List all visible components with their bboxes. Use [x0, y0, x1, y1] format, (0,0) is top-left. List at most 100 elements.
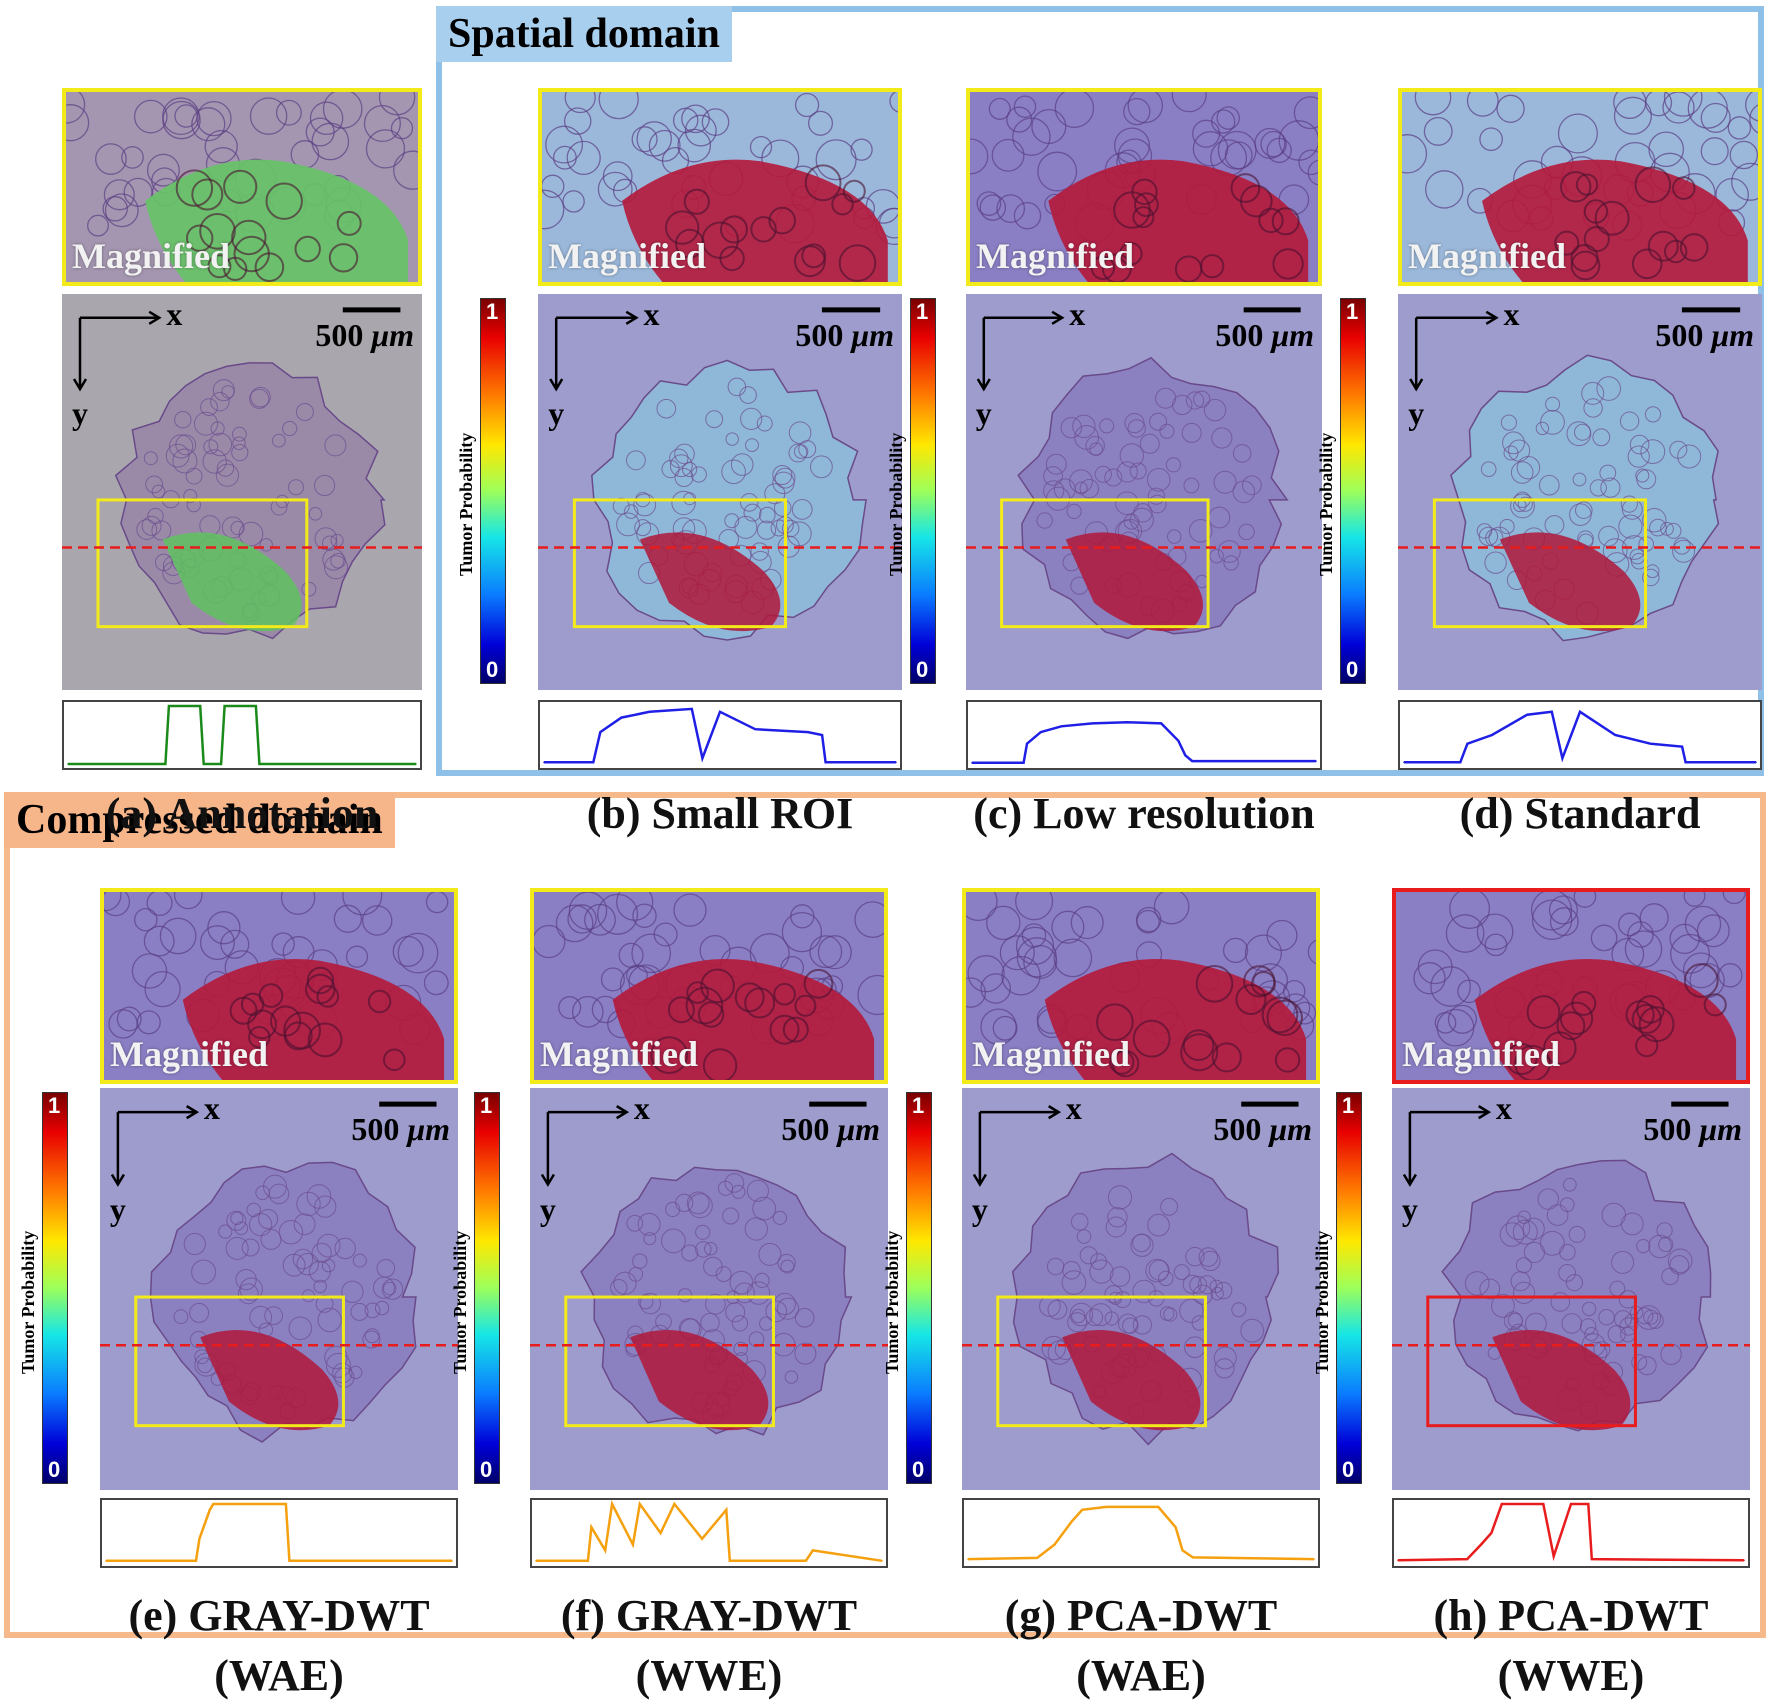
- panel-caption: (c) Low resolution: [973, 789, 1315, 838]
- profile-point: [1192, 1556, 1194, 1559]
- profile-point: [451, 1560, 453, 1562]
- magnified-label: Magnified: [72, 236, 230, 276]
- panel-caption: (b) Small ROI: [586, 789, 854, 838]
- profile-point: [1681, 745, 1683, 748]
- profile-point: [1036, 1557, 1038, 1559]
- profile-point: [639, 1503, 641, 1505]
- profile-point: [1552, 1555, 1555, 1557]
- profile-point: [821, 734, 823, 736]
- profile-point: [620, 716, 623, 719]
- profile-plot: [962, 1498, 1320, 1568]
- magnified-label: Magnified: [1402, 1034, 1560, 1074]
- y-axis-label: y: [72, 394, 88, 431]
- compressed-domain-group: Compressed domain: [4, 792, 1766, 1638]
- y-axis-arrow: [110, 1112, 125, 1187]
- tissue-map-image: [538, 294, 902, 690]
- x-axis-label: x: [1495, 1090, 1512, 1127]
- spatial-domain-title: Spatial domain: [436, 6, 732, 62]
- magnified-view: Magnified: [530, 888, 888, 1084]
- profile-point: [105, 1560, 107, 1562]
- profile-point: [288, 1560, 291, 1562]
- scale-label: 500 μm: [315, 318, 414, 352]
- panel-h: Magnified x y 500 μm (h) PCA-DWT (WWE): [1392, 888, 1750, 1700]
- magnified-tumor-region: [182, 958, 445, 1080]
- colorbar-min-label: 0: [486, 657, 499, 682]
- panel-caption-line2: (WAE): [1076, 1651, 1206, 1700]
- x-axis-label: x: [643, 295, 660, 332]
- magnified-view: Magnified: [62, 88, 422, 286]
- profile-point: [1397, 1559, 1399, 1562]
- scale-unit: μm: [407, 1111, 450, 1148]
- profile-point: [812, 1549, 814, 1552]
- profile-series-line: [536, 1500, 883, 1563]
- scale-label: 500 μm: [781, 1112, 880, 1146]
- panel-caption: (g) PCA-DWT: [1004, 1591, 1278, 1640]
- profile-point: [1501, 1503, 1503, 1505]
- profile-plot: [966, 700, 1322, 770]
- profile-point: [807, 731, 809, 733]
- profile-point: [1480, 1543, 1482, 1546]
- x-axis-arrow: [983, 310, 1065, 325]
- roi-box: [1426, 1295, 1637, 1428]
- tissue-map-image: [966, 294, 1322, 690]
- profile-point: [209, 1509, 211, 1511]
- tissue-map: x y 500 μm: [966, 294, 1322, 690]
- panel-caption: (a) Annotation: [105, 789, 379, 838]
- panel-c: Magnified x y 500 μm (c) Low resolution: [966, 88, 1322, 838]
- colorbar-max-label: 1: [1346, 299, 1359, 324]
- profile-point: [1649, 742, 1652, 745]
- magnified-image: [104, 892, 454, 1080]
- x-axis-label: x: [203, 1090, 220, 1127]
- profile-point: [1181, 1549, 1184, 1552]
- colorbar-title: Tumor Probability: [882, 1231, 902, 1375]
- profile-point: [67, 763, 69, 765]
- profile-point: [1551, 711, 1553, 713]
- profile-point: [1403, 761, 1405, 764]
- scale-value: 500: [351, 1111, 400, 1148]
- x-axis-label: x: [166, 295, 183, 332]
- y-axis-label: y: [971, 1190, 988, 1227]
- profile-point: [285, 1503, 287, 1505]
- scale-unit: μm: [371, 316, 414, 353]
- scale-label: 500 μm: [1213, 1112, 1312, 1146]
- tumor-region: [1062, 1330, 1201, 1431]
- y-axis-label: y: [109, 1190, 126, 1227]
- y-axis-arrow: [976, 317, 991, 392]
- magnified-view: Magnified: [538, 88, 902, 286]
- scale-label: 500 μm: [1643, 1112, 1742, 1146]
- tumor-region: [162, 532, 302, 632]
- profile-point: [1191, 760, 1193, 762]
- profile-point: [1490, 1532, 1493, 1534]
- profile-point: [543, 761, 545, 764]
- tissue-map: x y 500 μm: [530, 1088, 888, 1490]
- x-axis-label: x: [633, 1090, 650, 1127]
- x-axis-arrow: [979, 1105, 1062, 1120]
- tissue-map: x y 500 μm: [100, 1088, 458, 1490]
- profile-point: [754, 728, 756, 730]
- x-axis-arrow: [80, 310, 162, 325]
- profile-series-line: [544, 707, 896, 764]
- tumor-region: [1065, 532, 1203, 632]
- profile-chart: [1403, 709, 1757, 764]
- panel-e: Magnified x y 500 μm (e) GRAY-DWT (WAE): [100, 888, 458, 1700]
- profile-point: [1022, 762, 1025, 764]
- compressed-domain-title: Compressed domain: [4, 792, 395, 848]
- scale-value: 500: [781, 1111, 830, 1148]
- magnified-image: [534, 892, 884, 1080]
- profile-point: [881, 1560, 883, 1562]
- profile-plot: [530, 1498, 888, 1568]
- scale-value: 500: [795, 316, 844, 353]
- scale-value: 500: [1215, 316, 1264, 353]
- colorbar-title: Tumor Probability: [456, 432, 476, 576]
- profile-series-line: [106, 1502, 452, 1563]
- profile-point: [824, 761, 827, 764]
- magnified-label: Magnified: [548, 236, 706, 276]
- colorbar-min-label: 0: [1342, 1457, 1355, 1482]
- roi-box: [1000, 498, 1210, 629]
- profile-point: [535, 1560, 537, 1562]
- scale-unit: μm: [1699, 1111, 1742, 1148]
- profile-point: [1542, 1503, 1545, 1505]
